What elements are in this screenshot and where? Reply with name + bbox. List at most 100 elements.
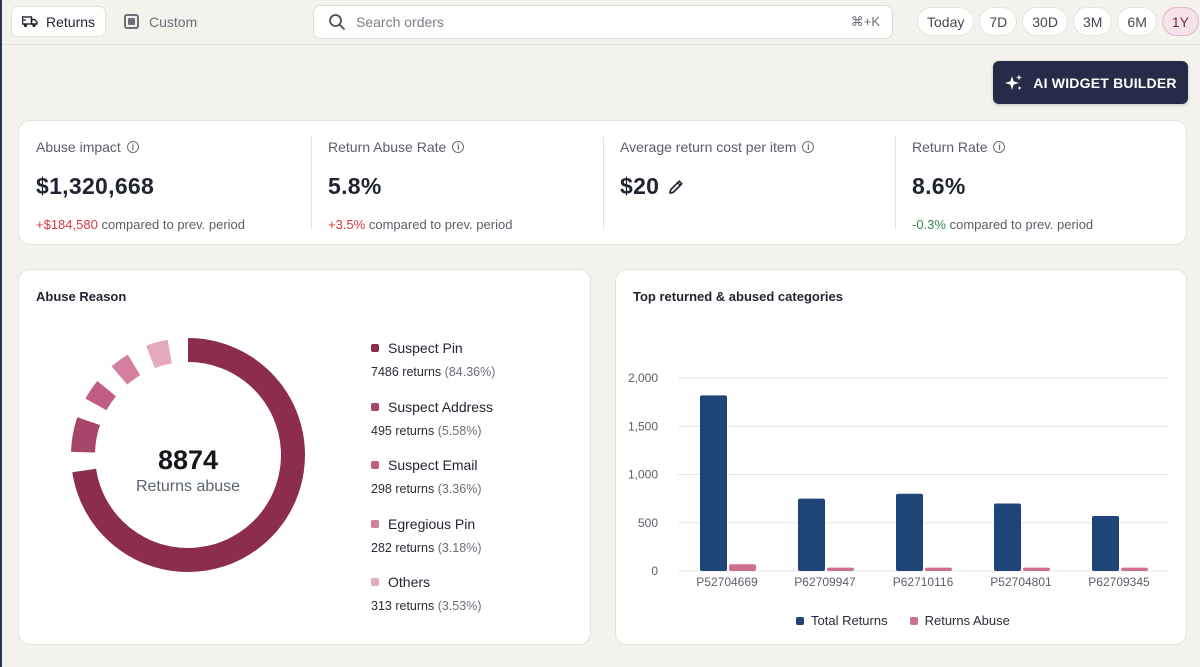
- kpi-divider: [895, 137, 896, 229]
- range-3m[interactable]: 3M: [1072, 7, 1113, 36]
- legend-name: Egregious Pin: [388, 515, 476, 532]
- bar-total-returns[interactable]: [896, 493, 923, 571]
- range-7d[interactable]: 7D: [979, 7, 1018, 36]
- bar-returns-abuse[interactable]: [1121, 567, 1148, 571]
- donut-slice-others[interactable]: [146, 339, 172, 369]
- top-bar: Returns Custom ⌘+K Today 7D 30D 3M 6M 1Y: [2, 0, 1200, 44]
- info-icon[interactable]: i: [452, 141, 465, 153]
- donut-center-label: Returns abuse: [135, 478, 241, 495]
- y-tick-label: 1,000: [628, 468, 658, 482]
- info-icon[interactable]: i: [802, 141, 815, 153]
- x-tick-label: P52704801: [990, 575, 1052, 589]
- top-divider: [2, 44, 1200, 45]
- kpi-return-abuse-rate: Return Abuse Rate i 5.8% +3.5% compared t…: [311, 121, 603, 246]
- tab-custom[interactable]: Custom: [124, 6, 197, 37]
- card-title: Abuse Reason: [36, 289, 127, 304]
- legend-swatch: [371, 344, 379, 352]
- abuse-reason-card: Abuse Reason 8874 Returns abuse Suspect …: [18, 269, 591, 645]
- ai-widget-builder-button[interactable]: AI WIDGET BUILDER: [993, 61, 1188, 104]
- legend-swatch: [796, 616, 804, 625]
- legend-swatch: [371, 519, 379, 528]
- pencil-icon[interactable]: [667, 178, 685, 196]
- legend-pct: (5.58%): [437, 423, 482, 438]
- search-input[interactable]: [356, 14, 841, 30]
- donut-slice-egregious-pin[interactable]: [111, 354, 141, 385]
- chart-legend: Total Returns Returns Abuse: [796, 613, 1010, 628]
- kpi-delta-suffix: compared to prev. period: [368, 217, 513, 232]
- donut-slice-suspect-email[interactable]: [85, 381, 116, 411]
- range-1y[interactable]: 1Y: [1161, 7, 1199, 36]
- y-tick-label: 500: [638, 516, 658, 530]
- search-icon: [329, 14, 345, 30]
- legend-returns: 282 returns: [371, 540, 435, 555]
- sparkles-icon: [1005, 74, 1023, 90]
- kpi-delta: +3.5%: [328, 217, 366, 232]
- kpi-delta: +$184,580: [36, 217, 98, 232]
- abuse-reason-donut: [71, 338, 305, 572]
- legend-swatch: [371, 461, 379, 469]
- ai-widget-builder-label: AI WIDGET BUILDER: [1033, 74, 1177, 91]
- legend-item: Suspect Email 298 returns (3.36%): [371, 457, 495, 516]
- legend-name: Others: [388, 574, 431, 590]
- legend-returns: 495 returns: [371, 423, 435, 438]
- info-icon[interactable]: i: [126, 141, 139, 153]
- legend-returns-abuse[interactable]: Returns Abuse: [924, 613, 1010, 628]
- bar-returns-abuse[interactable]: [925, 567, 952, 571]
- custom-widget-icon: [124, 14, 139, 29]
- range-today[interactable]: Today: [917, 7, 975, 36]
- kpi-label: Return Abuse Rate: [328, 139, 447, 155]
- kpi-label: Average return cost per item: [620, 139, 797, 155]
- kpi-return-rate: Return Rate i 8.6% -0.3% compared to prev…: [895, 121, 1187, 246]
- info-icon[interactable]: i: [993, 141, 1006, 153]
- bar-total-returns[interactable]: [798, 498, 825, 571]
- tab-returns-label: Returns: [46, 13, 96, 30]
- legend-item: Others 313 returns (3.53%): [371, 574, 495, 633]
- legend-item: Egregious Pin 282 returns (3.18%): [371, 516, 495, 575]
- kpi-value: $1,320,668: [36, 173, 155, 199]
- y-tick-label: 1,500: [628, 419, 658, 433]
- legend-swatch: [371, 402, 379, 411]
- card-title: Top returned & abused categories: [633, 289, 843, 304]
- kpi-delta-suffix: compared to prev. period: [949, 217, 1094, 232]
- abuse-reason-legend: Suspect Pin 7486 returns (84.36%) Suspec…: [371, 340, 495, 633]
- date-range-selector: Today 7D 30D 3M 6M 1Y: [917, 7, 1199, 36]
- range-6m[interactable]: 6M: [1117, 7, 1157, 36]
- kpi-delta-suffix: compared to prev. period: [101, 217, 246, 232]
- bar-total-returns[interactable]: [700, 395, 727, 571]
- legend-item: Suspect Pin 7486 returns (84.36%): [371, 340, 495, 399]
- legend-returns: 298 returns: [371, 482, 435, 496]
- tab-returns[interactable]: Returns: [11, 6, 106, 37]
- bar-returns-abuse[interactable]: [1023, 567, 1050, 571]
- y-tick-label: 2,000: [628, 371, 658, 385]
- kpi-label: Return Rate: [912, 139, 988, 155]
- legend-swatch: [371, 578, 379, 586]
- top-categories-bar-chart: 0 500 1,000 1,500 2,000 P52704669 P62709947 P62…: [628, 371, 1168, 589]
- tab-custom-label: Custom: [149, 13, 198, 30]
- search-bar[interactable]: ⌘+K: [313, 5, 893, 39]
- legend-pct: (3.36%): [437, 482, 482, 496]
- legend-swatch: [909, 616, 918, 625]
- x-tick-label: P62710116: [893, 575, 954, 589]
- y-tick-label: 0: [651, 564, 658, 578]
- range-30d[interactable]: 30D: [1022, 7, 1068, 36]
- legend-returns: 7486 returns: [371, 365, 442, 379]
- kpi-divider: [311, 137, 312, 229]
- bar-returns-abuse[interactable]: [729, 564, 756, 571]
- legend-item: Suspect Address 495 returns (5.58%): [371, 399, 495, 458]
- bar-total-returns[interactable]: [1092, 515, 1119, 571]
- kpi-value: 5.8%: [328, 173, 382, 199]
- x-tick-label: P62709947: [794, 575, 856, 589]
- legend-name: Suspect Pin: [388, 340, 463, 356]
- kpi-delta: -0.3%: [912, 217, 946, 232]
- legend-pct: (84.36%): [444, 365, 496, 379]
- legend-pct: (3.18%): [437, 540, 482, 555]
- x-tick-label: P62709345: [1088, 575, 1150, 589]
- bar-returns-abuse[interactable]: [827, 567, 854, 571]
- legend-pct: (3.53%): [437, 599, 482, 613]
- legend-name: Suspect Address: [388, 398, 494, 415]
- x-tick-label: P52704669: [696, 575, 758, 589]
- legend-total-returns[interactable]: Total Returns: [811, 613, 888, 628]
- top-categories-card: Top returned & abused categories 0 500 1,0…: [615, 269, 1187, 645]
- donut-slice-suspect-address[interactable]: [71, 417, 100, 453]
- bar-total-returns[interactable]: [994, 503, 1021, 571]
